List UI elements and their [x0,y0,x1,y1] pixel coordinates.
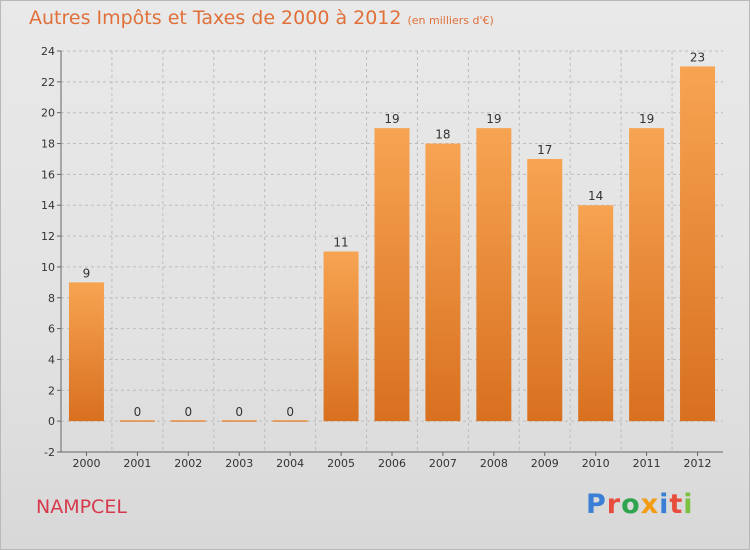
chart-title: Autres Impôts et Taxes de 2000 à 2012 (en… [29,7,494,29]
y-tick-label: 24 [41,45,55,58]
bar [680,66,716,422]
y-tick-label: 22 [41,76,55,89]
bar [578,205,614,422]
x-tick-label: 2006 [378,457,406,470]
value-label: 19 [384,112,399,126]
bar [323,251,359,422]
brand-letter: P [586,489,607,520]
x-tick-label: 2012 [684,457,712,470]
brand-letter: i [683,489,694,520]
y-tick-label: 16 [41,168,55,181]
bar [476,128,512,422]
y-tick-label: 14 [41,199,55,212]
chart-title-text: Autres Impôts et Taxes de 2000 à 2012 [29,7,402,29]
bar [527,158,563,422]
x-tick-label: 2005 [327,457,355,470]
value-label: 18 [435,128,450,142]
value-label: 19 [639,112,654,126]
value-label: 9 [83,266,91,280]
value-label: 0 [286,405,294,419]
value-label: 11 [333,236,348,250]
brand-letter: x [640,489,660,520]
value-label: 0 [134,405,142,419]
y-tick-label: 20 [41,107,55,120]
x-tick-label: 2007 [429,457,457,470]
bar [629,128,665,422]
brand-letter: t [669,489,684,520]
value-labels: 9 0 0 0 0 11 19 18 19 17 14 19 23 [83,50,706,419]
y-tick-label: 6 [48,323,55,336]
bar [221,420,257,422]
bar [68,282,104,422]
bar [425,143,461,422]
value-label: 19 [486,112,501,126]
value-label: 0 [235,405,243,419]
bar [272,420,308,422]
y-tick-label: 4 [48,353,55,366]
bars [68,66,716,422]
y-tick-label: 2 [48,384,55,397]
x-tick-label: 2008 [480,457,508,470]
y-tick-label: 12 [41,230,55,243]
x-tick-label: 2004 [276,457,304,470]
x-tick-label: 2003 [225,457,253,470]
x-tick-label: 2011 [633,457,661,470]
brand-letter: r [606,489,622,520]
x-tick-label: 2000 [72,457,100,470]
brand-letter: o [621,489,641,520]
x-tick-label: 2002 [174,457,202,470]
value-label: 23 [690,50,705,64]
y-tick-label: 0 [48,415,55,428]
brand-logo: Proxiti [586,489,694,520]
bar [119,420,155,422]
x-tick-label: 2010 [582,457,610,470]
x-tick-label: 2009 [531,457,559,470]
y-tick-label: 18 [41,138,55,151]
y-tick-label: 8 [48,292,55,305]
value-label: 14 [588,189,603,203]
bar [374,128,410,422]
y-tick-label: 10 [41,261,55,274]
brand-letter: i [659,489,670,520]
value-label: 17 [537,143,552,157]
x-tick-label: 2001 [123,457,151,470]
location-label: NAMPCEL [36,496,127,518]
bar [170,420,206,422]
chart-subtitle: (en milliers d'€) [407,14,494,27]
y-tick-label: -2 [44,446,55,459]
value-label: 0 [184,405,192,419]
